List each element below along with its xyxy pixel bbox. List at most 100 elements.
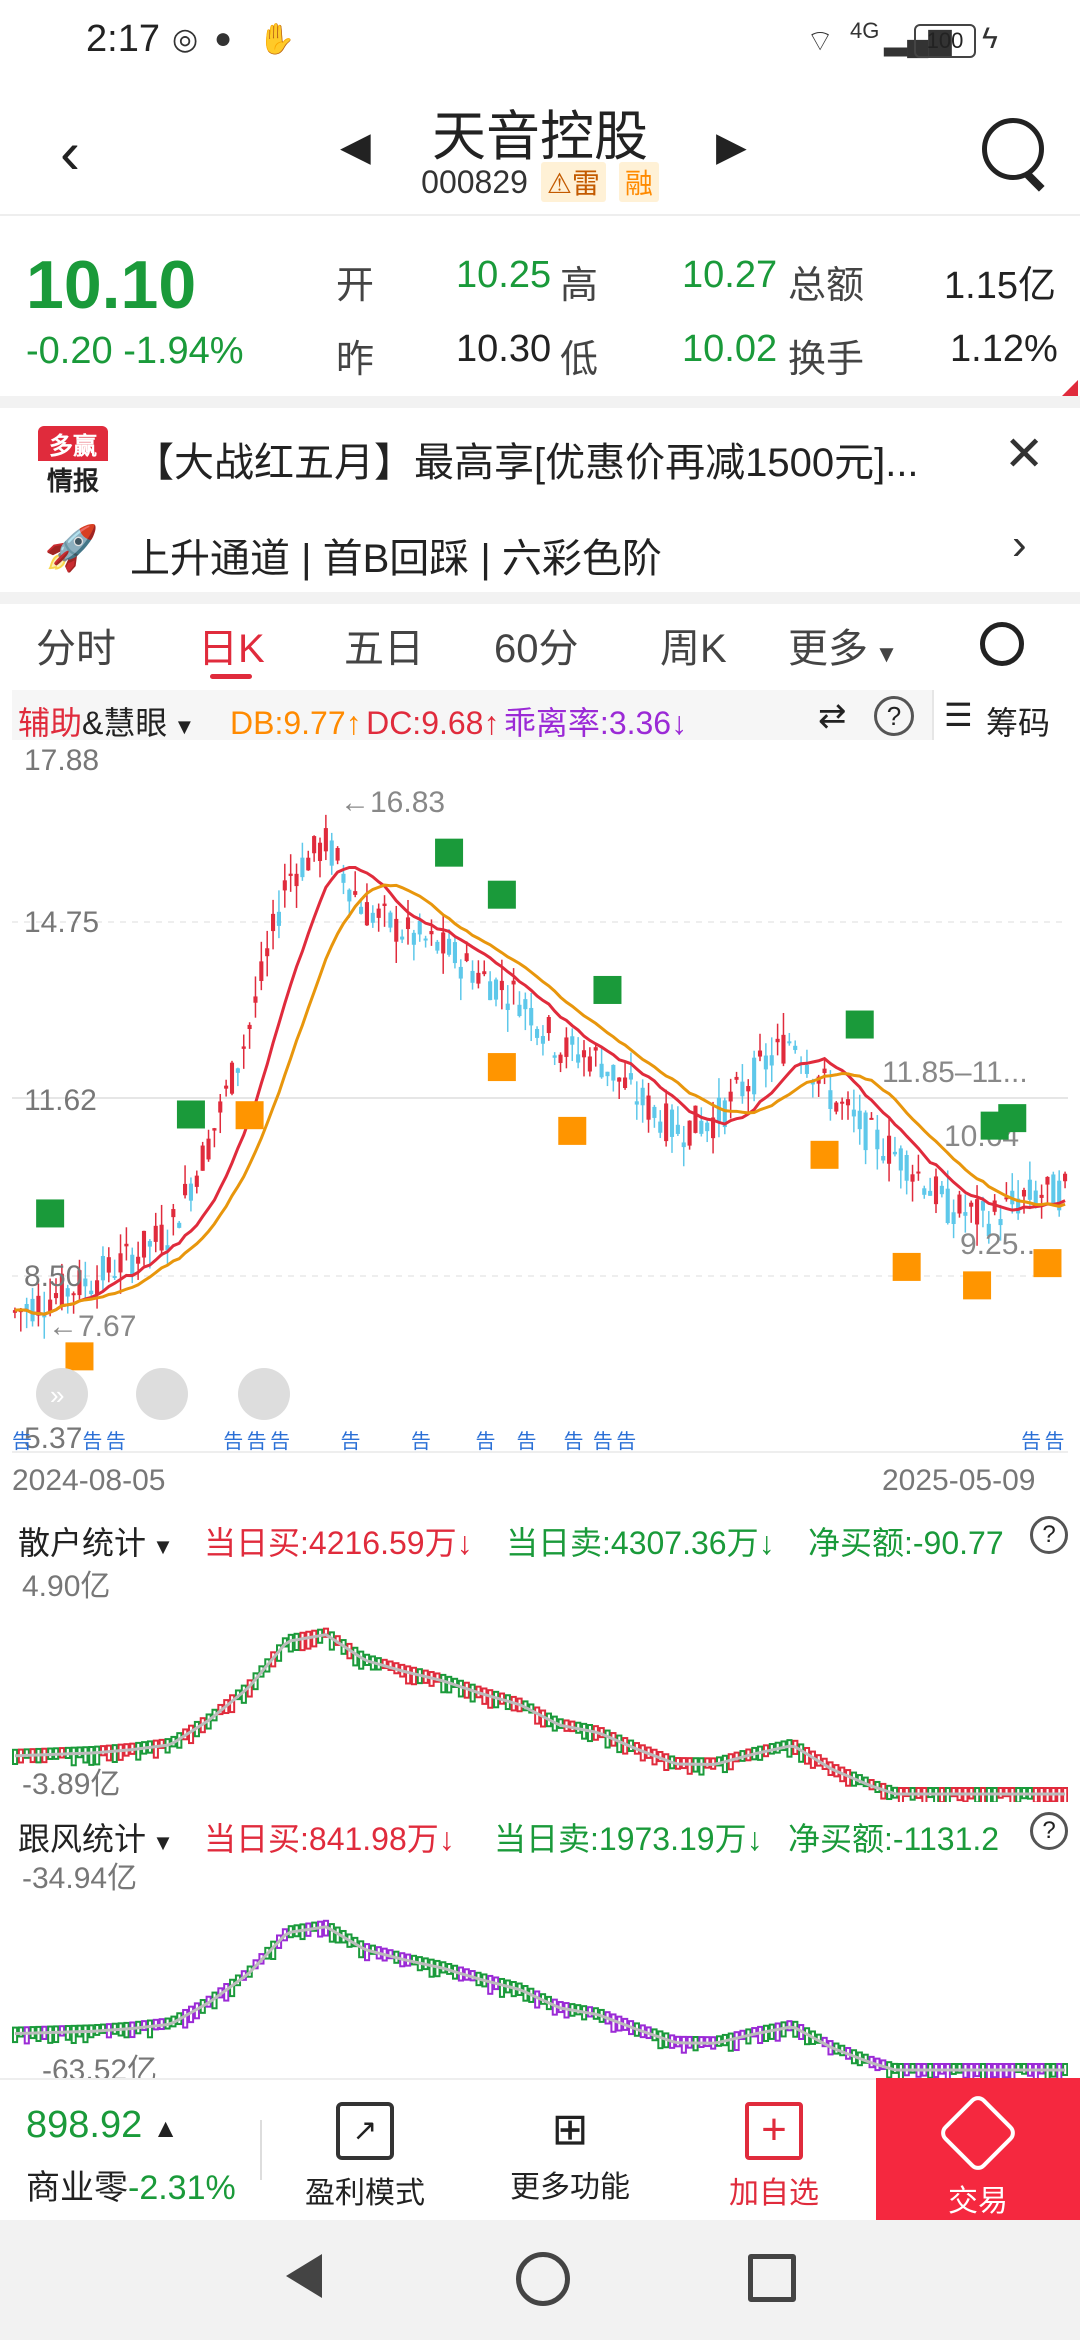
retail-chart[interactable]: 4.90亿 -3.89亿 bbox=[12, 1562, 1068, 1802]
notice-marker[interactable]: 告 bbox=[223, 1430, 243, 1453]
candle-body bbox=[171, 1209, 176, 1218]
expand-icon[interactable] bbox=[36, 1368, 88, 1420]
notice-marker[interactable]: 告 bbox=[1021, 1430, 1041, 1453]
notice-marker[interactable]: 告 bbox=[82, 1430, 102, 1453]
notice-marker[interactable]: 告 bbox=[341, 1430, 361, 1453]
candle-body bbox=[951, 1212, 956, 1225]
network-type: 4G bbox=[850, 18, 880, 43]
notice-marker[interactable]: 告 bbox=[475, 1430, 495, 1453]
notice-marker[interactable]: 告 bbox=[411, 1430, 431, 1453]
notice-marker[interactable]: 告 bbox=[517, 1430, 537, 1453]
buy-signal-icon[interactable] bbox=[810, 1140, 839, 1169]
back-icon[interactable]: ‹ bbox=[60, 119, 80, 186]
candle-body bbox=[141, 1230, 147, 1258]
candle-body bbox=[881, 1156, 886, 1161]
gallery-icon[interactable] bbox=[238, 1368, 290, 1420]
notice-marker[interactable]: 告 bbox=[270, 1430, 290, 1453]
sell-signal-icon[interactable] bbox=[593, 975, 622, 1004]
level-annotation: 9.25... bbox=[960, 1228, 1043, 1261]
search-icon[interactable] bbox=[982, 118, 1044, 180]
notice-marker[interactable]: 告 bbox=[593, 1430, 613, 1453]
promo-logo-bottom: 情报 bbox=[46, 466, 99, 496]
kline-chart[interactable]: 17.88 14.75 11.62 8.50 5.37 ←16.83 ←7.67… bbox=[12, 742, 1068, 1460]
retail-top-value: 4.90亿 bbox=[22, 1570, 110, 1603]
buy-signal-icon[interactable] bbox=[65, 1342, 94, 1371]
back-nav-icon[interactable] bbox=[286, 2254, 322, 2298]
swap-icon[interactable]: ⇄ bbox=[818, 697, 847, 735]
tab-daily[interactable]: 日K bbox=[198, 627, 265, 671]
candle-body bbox=[787, 1041, 792, 1044]
tab-weekly[interactable]: 周K bbox=[660, 627, 727, 671]
settings-icon[interactable] bbox=[980, 622, 1024, 666]
notice-marker[interactable]: 告 bbox=[1045, 1430, 1065, 1453]
candle-body bbox=[1016, 1198, 1021, 1214]
tab-intraday[interactable]: 分时 bbox=[36, 627, 116, 671]
sell-signal-icon[interactable] bbox=[435, 838, 464, 867]
tab-five-day[interactable]: 五日 bbox=[344, 627, 424, 671]
buy-signal-icon[interactable] bbox=[558, 1116, 587, 1145]
sell-signal-icon[interactable] bbox=[487, 880, 516, 909]
stat-bar bbox=[774, 2022, 781, 2042]
buy-signal-icon[interactable] bbox=[963, 1271, 992, 1300]
notice-marker[interactable]: 告 bbox=[106, 1430, 126, 1453]
sell-signal-icon[interactable] bbox=[998, 1104, 1027, 1133]
notice-marker[interactable]: 告 bbox=[616, 1430, 636, 1453]
open-label: 开 bbox=[336, 265, 375, 307]
tab-more[interactable]: 更多 ▼ bbox=[788, 616, 898, 674]
candle-body bbox=[276, 911, 281, 926]
indicator-selector[interactable]: 辅助&慧眼 ▼ bbox=[18, 698, 195, 744]
notice-marker[interactable]: 告 bbox=[12, 1430, 32, 1453]
chevron-right-icon[interactable]: › bbox=[1012, 520, 1027, 569]
strategy-row[interactable]: 🚀 上升通道 | 首B回踩 | 六彩色阶 › bbox=[0, 508, 1080, 592]
index-value[interactable]: 898.92 ▲ bbox=[26, 2104, 179, 2147]
follow-chart[interactable]: -34.94亿 -63.52亿 bbox=[12, 1858, 1068, 2078]
candle-body bbox=[505, 1003, 510, 1010]
buy-signal-icon[interactable] bbox=[487, 1053, 516, 1082]
help-icon[interactable]: ? bbox=[1030, 1516, 1068, 1554]
promo-banner[interactable]: 多赢 情报 【大战红五月】最高享[优惠价再减1500元]... ✕ bbox=[0, 408, 1080, 508]
candle-body bbox=[423, 938, 428, 941]
retail-selector[interactable]: 散户统计 ▼ bbox=[18, 1518, 174, 1564]
indicator-row: 辅助&慧眼 ▼ DB:9.77↑ DC:9.68↑ 乖离率:3.36↓ ⇄ ? … bbox=[12, 690, 1070, 741]
stat-bar bbox=[53, 2025, 60, 2044]
notice-marker[interactable]: 告 bbox=[563, 1430, 583, 1453]
follow-selector[interactable]: 跟风统计 ▼ bbox=[18, 1814, 174, 1860]
stat-bar bbox=[1003, 1787, 1010, 1798]
help-icon[interactable]: ? bbox=[874, 696, 914, 736]
sell-signal-icon[interactable] bbox=[845, 1010, 874, 1039]
buy-signal-icon[interactable] bbox=[892, 1252, 921, 1281]
candle-body bbox=[623, 1077, 628, 1089]
warning-tag[interactable]: ⚠雷 bbox=[540, 162, 606, 202]
fullscreen-icon[interactable] bbox=[136, 1368, 188, 1420]
candle-body bbox=[488, 981, 493, 1001]
stat-bar bbox=[305, 1630, 312, 1650]
turnover-value: 1.12% bbox=[950, 328, 1058, 370]
buy-signal-icon[interactable] bbox=[1033, 1249, 1062, 1278]
candle-body bbox=[822, 1068, 827, 1074]
notice-marker[interactable]: 告 bbox=[247, 1430, 267, 1453]
add-watchlist-button[interactable]: + 加自选 bbox=[706, 2080, 842, 2222]
stock-name: 天音控股 bbox=[432, 107, 648, 167]
recents-nav-icon[interactable] bbox=[748, 2254, 796, 2302]
tab-60min[interactable]: 60分 bbox=[494, 627, 579, 671]
promo-text[interactable]: 【大战红五月】最高享[优惠价再减1500元]... bbox=[134, 441, 919, 485]
profit-model-button[interactable]: ↗ 盈利模式 bbox=[300, 2080, 430, 2222]
home-nav-icon[interactable] bbox=[516, 2252, 570, 2306]
price-change: -0.20 -1.94% bbox=[26, 330, 244, 373]
prev-stock-icon[interactable]: ◀ bbox=[340, 125, 371, 169]
next-stock-icon[interactable]: ▶ bbox=[716, 125, 747, 169]
trade-button[interactable]: 交易 bbox=[876, 2078, 1080, 2222]
stat-bar bbox=[680, 2035, 687, 2054]
candle-body bbox=[341, 873, 346, 883]
chips-button[interactable]: ☰ 筹码 bbox=[932, 690, 1070, 741]
sell-signal-icon[interactable] bbox=[36, 1199, 65, 1228]
candle-body bbox=[593, 1047, 598, 1051]
stat-bar bbox=[293, 1632, 300, 1652]
candle-body bbox=[48, 1299, 53, 1313]
margin-tag[interactable]: 融 bbox=[618, 162, 659, 202]
help-icon[interactable]: ? bbox=[1030, 1812, 1068, 1850]
buy-signal-icon[interactable] bbox=[235, 1101, 264, 1130]
sell-signal-icon[interactable] bbox=[176, 1100, 205, 1129]
close-icon[interactable]: ✕ bbox=[1004, 428, 1045, 481]
more-functions-button[interactable]: ⊞ 更多功能 bbox=[500, 2080, 640, 2222]
